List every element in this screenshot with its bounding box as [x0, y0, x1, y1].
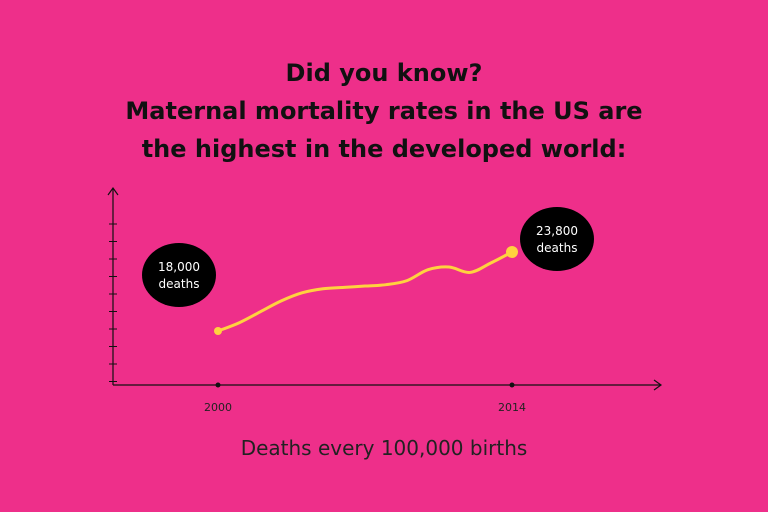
headline-line-1: Did you know?: [285, 59, 483, 87]
x-axis-arrow: [653, 379, 663, 391]
end-point: [506, 246, 518, 258]
series-points: [214, 246, 518, 335]
annotation-bubble: 23,800 deaths: [520, 207, 594, 271]
headline-line-2: Maternal mortality rates in the US are: [125, 97, 643, 125]
headline: Did you know? Maternal mortality rates i…: [0, 54, 768, 168]
series-line: [216, 250, 514, 333]
x-tick-label: 2014: [498, 401, 526, 414]
y-axis-arrow: [107, 186, 119, 196]
bubble-unit: deaths: [159, 277, 200, 291]
axis-caption: Deaths every 100,000 births: [240, 436, 528, 460]
annotation-bubble: 18,000 deaths: [142, 243, 216, 307]
headline-line-3: the highest in the developed world:: [141, 135, 627, 163]
chart-axes: [107, 186, 663, 391]
start-point: [214, 327, 222, 335]
bubble-value: 18,000: [158, 260, 200, 274]
x-tick-labels: 2000 2014: [204, 401, 526, 414]
x-tick-dot: [215, 382, 221, 388]
x-tick-dot: [509, 382, 515, 388]
bubble-value: 23,800: [536, 224, 578, 238]
x-tick-label: 2000: [204, 401, 232, 414]
bubble-unit: deaths: [537, 241, 578, 255]
bubble-shape: [520, 207, 594, 271]
bubble-shape: [142, 243, 216, 307]
annotation-bubbles: 18,000 deaths 23,800 deaths: [142, 207, 594, 307]
